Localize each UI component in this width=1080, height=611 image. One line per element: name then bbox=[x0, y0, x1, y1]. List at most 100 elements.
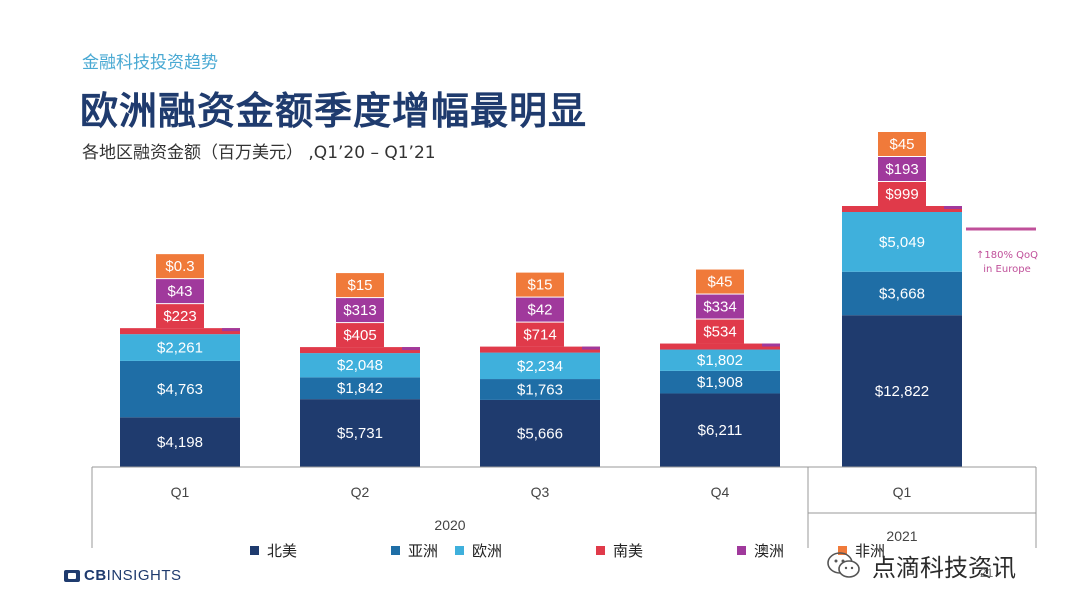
chart-subtitle: 各地区融资金额（百万美元） ,Q1’20 – Q1’21 bbox=[82, 143, 436, 163]
bar-segment bbox=[120, 417, 240, 467]
bar-value-label: $5,049 bbox=[879, 234, 925, 251]
minor-region-box bbox=[696, 269, 744, 294]
tick-labels-layer: Q1 Q2 Q3 Q4 Q1 bbox=[171, 484, 912, 500]
minor-region-box bbox=[878, 182, 926, 206]
bar-value-label: $1,842 bbox=[337, 380, 383, 397]
bar-segment-minor bbox=[660, 343, 780, 350]
bar-value-label: $193 bbox=[885, 161, 918, 178]
bar-value-label: $2,261 bbox=[157, 340, 203, 357]
bar-segment-minor bbox=[762, 343, 780, 347]
bar-segment bbox=[300, 399, 420, 467]
bar-segment-minor bbox=[222, 328, 240, 332]
watermark-text: 点滴科技资讯 bbox=[872, 554, 1016, 582]
legend-label: 南美 bbox=[613, 542, 644, 560]
legend-item-europe: 欧洲 bbox=[455, 540, 596, 561]
bar-segment-minor bbox=[842, 206, 962, 212]
x-tick-label: Q3 bbox=[531, 484, 550, 500]
bar-value-label: $999 bbox=[885, 186, 918, 203]
bar-value-label: $0.3 bbox=[165, 258, 194, 275]
legend-label: 北美 bbox=[267, 542, 298, 560]
bar-value-label: $45 bbox=[707, 274, 732, 291]
legend-swatch bbox=[737, 546, 746, 555]
cb-insights-logo: CBINSIGHTS bbox=[64, 567, 182, 584]
minor-region-box bbox=[516, 297, 564, 322]
page-number: 21 bbox=[980, 566, 994, 580]
bar-value-label: $15 bbox=[527, 277, 552, 294]
minor-region-box bbox=[878, 132, 926, 156]
axes-layer bbox=[91, 466, 1037, 548]
legend-item-asia: 亚洲 bbox=[391, 540, 532, 561]
logo-text: CBINSIGHTS bbox=[84, 567, 182, 584]
bar-segment-minor bbox=[300, 347, 420, 354]
bar-value-label: $2,234 bbox=[517, 358, 563, 375]
minor-region-box bbox=[336, 273, 384, 298]
legend-item-oceania: 澳洲 bbox=[737, 540, 878, 561]
legend-label: 亚洲 bbox=[408, 542, 439, 560]
legend-swatch bbox=[455, 546, 464, 555]
bar-value-label: $534 bbox=[703, 324, 736, 341]
bar-value-label: $15 bbox=[347, 277, 372, 294]
bar-value-label: $334 bbox=[703, 299, 736, 316]
bar-value-label: $42 bbox=[527, 302, 552, 319]
bar-segment-minor bbox=[480, 346, 600, 353]
minor-region-box bbox=[336, 298, 384, 323]
bar-segment bbox=[120, 360, 240, 418]
legend-swatch bbox=[838, 546, 847, 555]
bar-segment-minor bbox=[582, 346, 600, 350]
legend-label: 欧洲 bbox=[472, 542, 503, 560]
bar-value-label: $405 bbox=[343, 327, 376, 344]
bar-segment bbox=[842, 212, 962, 272]
bar-value-label: $223 bbox=[163, 308, 196, 325]
bar-value-label: $313 bbox=[343, 302, 376, 319]
bar-segment bbox=[842, 315, 962, 467]
x-group-label: 2021 bbox=[886, 528, 917, 544]
bar-segment bbox=[120, 334, 240, 361]
legend-swatch bbox=[391, 546, 400, 555]
bar-value-label: $4,763 bbox=[157, 381, 203, 398]
legend-item-south-america: 南美 bbox=[596, 540, 737, 561]
bar-value-label: $1,802 bbox=[697, 352, 743, 369]
logo-brand-suffix: INSIGHTS bbox=[106, 567, 182, 584]
minor-region-box bbox=[696, 319, 744, 344]
bar-segment-minor bbox=[944, 206, 962, 209]
bar-value-label: $2,048 bbox=[337, 357, 383, 374]
page-title: 欧洲融资金额季度增幅最明显 bbox=[80, 89, 588, 133]
annotation-line-1: ↑180% QoQ bbox=[976, 250, 1038, 261]
kicker-text: 金融科技投资趋势 bbox=[82, 53, 218, 73]
annotation-line-2: in Europe bbox=[983, 264, 1030, 275]
minor-region-box bbox=[516, 272, 564, 297]
minor-region-box bbox=[336, 323, 384, 348]
wechat-watermark: 点滴科技资讯 bbox=[826, 548, 1016, 583]
legend-label: 澳洲 bbox=[754, 542, 785, 560]
bar-value-label: $43 bbox=[167, 283, 192, 300]
wechat-icon bbox=[827, 551, 860, 578]
x-tick-label: Q4 bbox=[711, 484, 730, 500]
minor-region-box bbox=[156, 254, 204, 279]
legend-label: 非洲 bbox=[855, 542, 886, 560]
bars-layer: $4,198 $4,763 $2,261 $223 $43 $0.3 $5,731 $1,84… bbox=[120, 132, 962, 467]
bar-value-label: $45 bbox=[889, 136, 914, 153]
bar-segment bbox=[660, 349, 780, 371]
bar-segment-minor bbox=[120, 328, 240, 335]
minor-region-box bbox=[156, 279, 204, 304]
x-group-label: 2020 bbox=[434, 517, 465, 533]
bar-value-label: $6,211 bbox=[698, 422, 743, 439]
legend-item-north-america: 北美 bbox=[250, 540, 391, 561]
legend-swatch bbox=[250, 546, 259, 555]
bar-segment bbox=[842, 271, 962, 316]
bar-segment-minor bbox=[402, 347, 420, 351]
bar-value-label: $5,731 bbox=[337, 425, 383, 442]
minor-region-box bbox=[156, 304, 204, 329]
bar-value-label: $1,908 bbox=[697, 374, 743, 391]
chart-legend: 北美 亚洲 欧洲 南美 澳洲 非洲 bbox=[250, 540, 979, 561]
bar-value-label: $12,822 bbox=[875, 383, 929, 400]
minor-region-box bbox=[878, 157, 926, 181]
bar-segment bbox=[660, 370, 780, 394]
minor-region-box bbox=[696, 294, 744, 319]
bar-value-label: $714 bbox=[523, 327, 556, 344]
legend-item-africa: 非洲 bbox=[838, 540, 979, 561]
bar-value-label: $3,668 bbox=[879, 285, 925, 302]
bar-value-label: $5,666 bbox=[517, 425, 563, 442]
cb-logo-icon bbox=[64, 569, 80, 582]
